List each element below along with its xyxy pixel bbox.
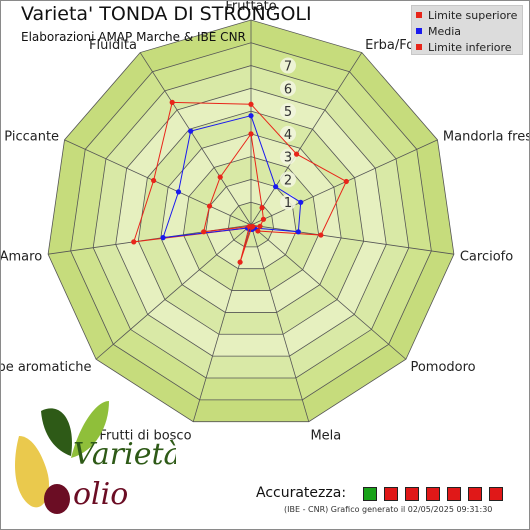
series-point-1	[188, 128, 194, 134]
series-point-1	[175, 189, 182, 195]
legend-label-upper: Limite superiore	[428, 8, 518, 22]
series-point-0	[318, 232, 324, 238]
axis-label: Carciofo	[460, 250, 513, 265]
grid-spoke	[250, 224, 310, 422]
series-point-0	[343, 178, 349, 185]
logo-text-varieta: Varietà	[73, 437, 176, 472]
grid-spoke	[139, 52, 252, 226]
tick-label: 7	[284, 60, 292, 75]
accuracy-box	[384, 487, 398, 501]
axis-label: Mela	[310, 429, 341, 444]
tick-label: 1	[284, 196, 292, 211]
axis-label: Piccante	[4, 130, 59, 145]
series-point-1	[273, 184, 279, 190]
series-point-2	[237, 259, 243, 265]
accuracy-label: Accuratezza:	[256, 485, 347, 501]
legend-item-mean: Media	[416, 24, 522, 38]
series-point-2	[259, 205, 265, 211]
logo-text-olio: olio	[73, 477, 128, 512]
series-point-2	[257, 223, 263, 229]
tick-label: 5	[284, 105, 292, 120]
accuracy-box	[468, 487, 482, 501]
accuracy-box	[363, 487, 377, 501]
series-point-0	[293, 151, 300, 157]
grid-spoke	[250, 52, 363, 226]
series-point-0	[248, 101, 254, 107]
tick-label-bg	[280, 103, 296, 120]
series-point-1	[248, 113, 254, 119]
series-point-2	[201, 229, 207, 235]
tick-label-bg	[280, 148, 296, 165]
series-point-1	[160, 235, 166, 241]
logo-gold-swoosh	[15, 436, 50, 508]
series-point-1	[298, 199, 304, 205]
tick-label: 3	[284, 151, 292, 166]
legend: Limite superiore Media Limite inferiore	[411, 5, 523, 55]
tick-label: 2	[284, 173, 292, 188]
axis-label: Mandorla fresca	[443, 130, 529, 145]
accuracy-boxes	[363, 487, 510, 501]
tick-label-bg	[280, 57, 296, 74]
accuracy-box	[489, 487, 503, 501]
series-point-2	[206, 203, 213, 209]
series-point-2	[248, 131, 254, 137]
tick-label-bg	[280, 80, 296, 97]
footer-credit: (IBE - CNR) Grafico generato il 02/05/20…	[284, 505, 493, 514]
series-point-0	[169, 99, 175, 105]
legend-swatch-lower	[416, 44, 422, 50]
tick-label-bg	[280, 194, 296, 211]
chart-title: Varieta' TONDA DI STRONGOLI	[21, 3, 312, 25]
legend-item-upper: Limite superiore	[416, 8, 522, 22]
axis-label: Frutti di bosco	[99, 429, 191, 444]
axis-label: Pomodoro	[410, 360, 475, 375]
series-point-0	[131, 239, 137, 245]
grid-spoke	[64, 139, 252, 226]
logo-leaf-dark	[41, 408, 72, 456]
accuracy-box	[405, 487, 419, 501]
varieta-olio-logo: Varietà olio	[15, 401, 176, 514]
legend-swatch-mean	[416, 28, 422, 34]
axis-label: Fruttato	[225, 1, 276, 14]
legend-item-lower: Limite inferiore	[416, 40, 522, 54]
chart-subtitle: Elaborazioni AMAP Marche & IBE CNR	[21, 30, 246, 44]
axis-label: Amaro	[1, 250, 42, 265]
axis-label: Fluidita	[89, 38, 137, 53]
tick-label: 6	[284, 82, 292, 97]
grid-spoke	[95, 224, 252, 360]
series-point-2	[246, 223, 252, 230]
logo-leaf-light	[71, 401, 109, 458]
tick-label-bg	[280, 125, 296, 142]
accuracy-box	[447, 487, 461, 501]
grid-spoke	[250, 224, 454, 255]
legend-swatch-upper	[416, 12, 422, 18]
series-point-0	[151, 177, 157, 184]
series-point-2	[217, 174, 223, 180]
grid-spoke	[250, 224, 407, 360]
series-point-2	[260, 216, 267, 222]
logo-olive	[44, 484, 70, 514]
series-point-0	[255, 228, 261, 234]
axis-label: Erbe aromatiche	[1, 360, 92, 375]
tick-label-bg	[280, 171, 296, 188]
accuracy-box	[426, 487, 440, 501]
series-point-1	[295, 229, 301, 235]
legend-label-mean: Media	[428, 24, 462, 38]
tick-label: 4	[284, 128, 292, 143]
legend-label-lower: Limite inferiore	[428, 40, 512, 54]
